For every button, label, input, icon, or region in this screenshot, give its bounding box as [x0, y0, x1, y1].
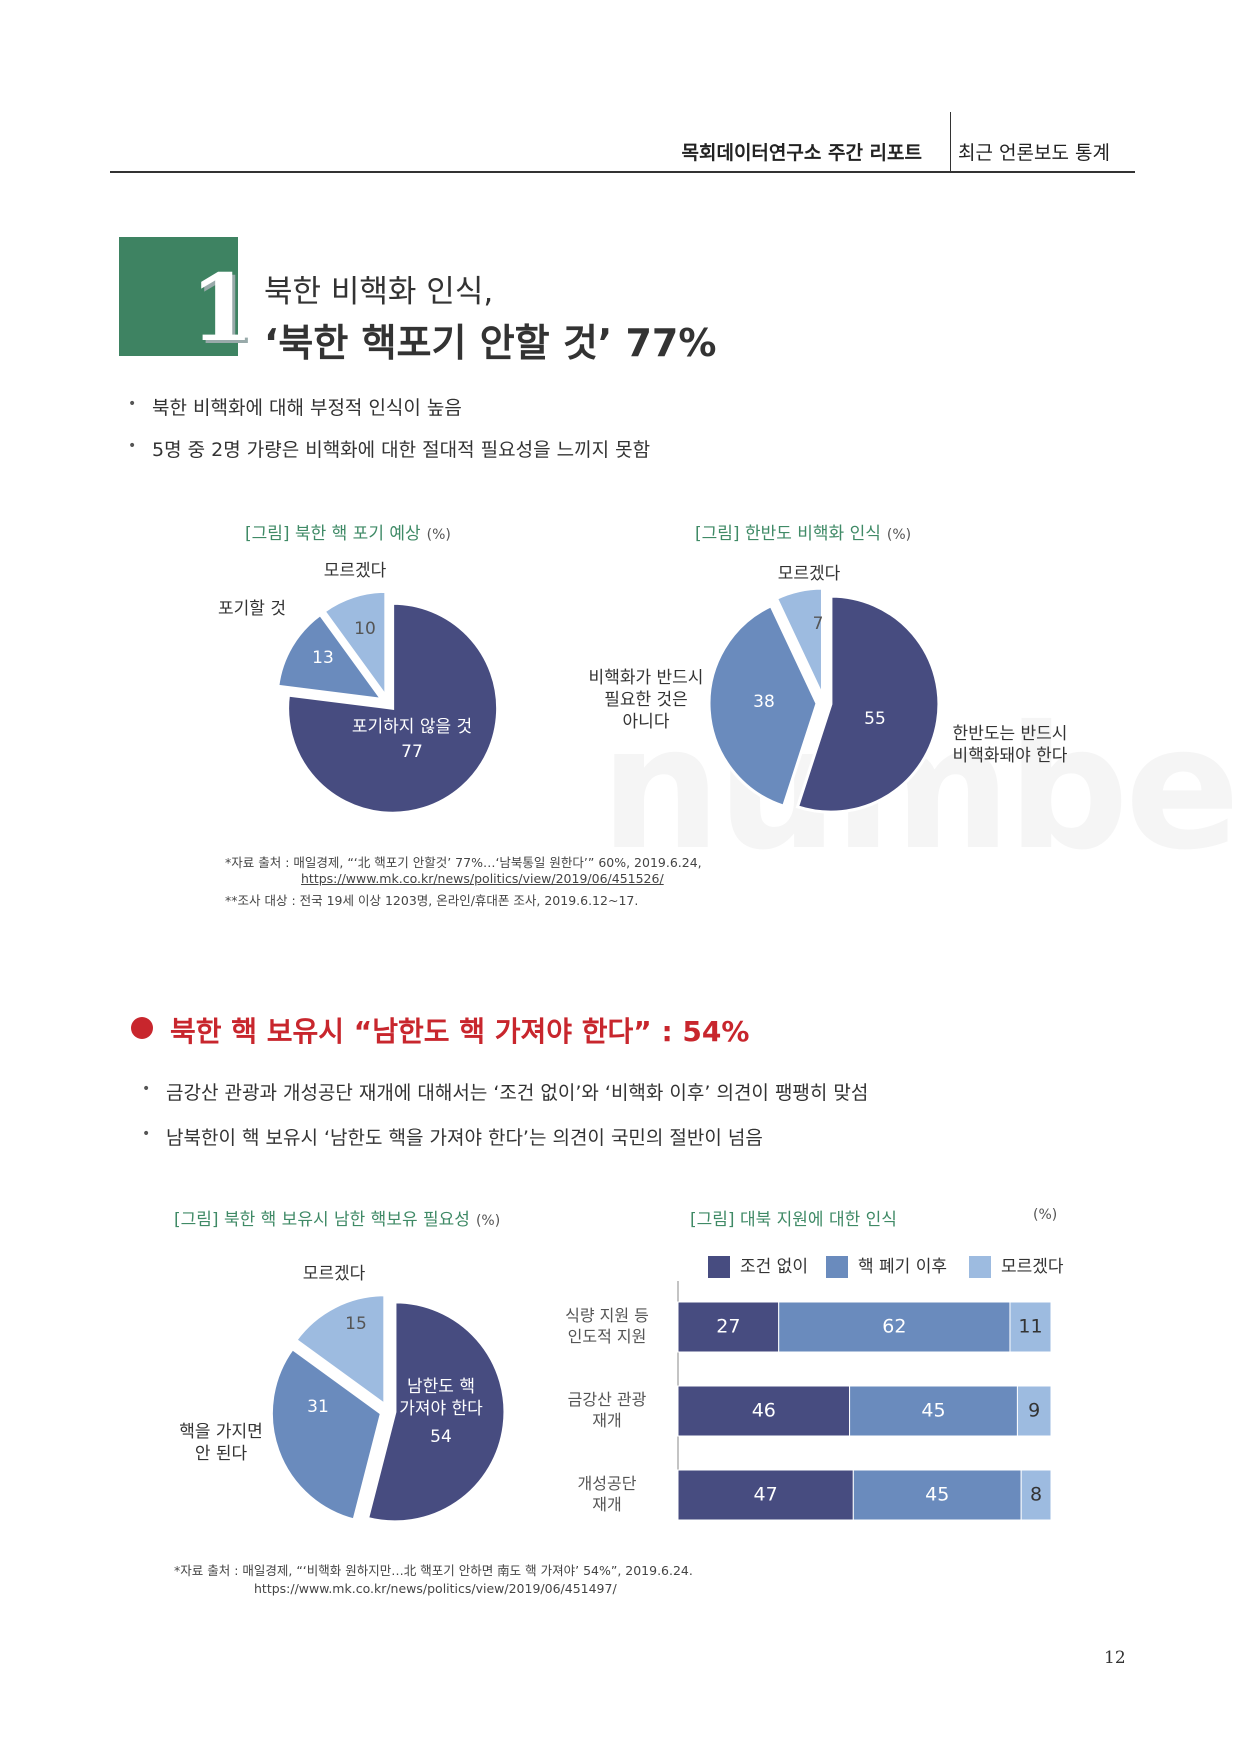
category-label: 식량 지원 등 인도적 지원	[565, 1306, 649, 1346]
section-number-box	[119, 237, 238, 356]
slice-label: 남한도 핵 가져야 한다	[399, 1376, 483, 1419]
bullet: 남북한이 핵 보유시 ‘남한도 핵을 가져야 한다’는 의견이 국민의 절반이 …	[142, 1123, 763, 1150]
pie-slice	[322, 589, 388, 701]
section-title-1: 북한 비핵화 인식,	[264, 274, 494, 310]
slice-label: 포기할 것	[218, 598, 286, 619]
unit-label: (%)	[886, 527, 912, 543]
category-label: 개성공단 재개	[577, 1474, 637, 1514]
chart-title: [그림] 북한 핵 포기 예상	[245, 524, 421, 544]
section-dot	[131, 1017, 153, 1039]
legend-label: 핵 폐기 이후	[858, 1256, 948, 1277]
bar-segment	[1009, 1301, 1052, 1353]
bar-segment	[849, 1385, 1018, 1437]
pie-slice	[293, 1293, 387, 1408]
slice-label: 모르겠다	[302, 1263, 366, 1284]
header-report: 목회데이터연구소 주간 리포트	[681, 142, 922, 164]
pie-slice	[795, 594, 941, 814]
slice-label: 모르겠다	[777, 563, 841, 584]
chart-title: [그림] 대북 지원에 대한 인식	[690, 1210, 897, 1230]
bar-segment	[778, 1301, 1011, 1353]
value-label: 38	[753, 691, 775, 712]
slice-label: 모르겠다	[323, 560, 387, 581]
source-url: https://www.mk.co.kr/news/politics/view/…	[254, 1581, 617, 1596]
value-label: 55	[864, 708, 886, 729]
legend-swatch	[969, 1256, 991, 1278]
value-label: 46	[751, 1399, 776, 1422]
value-label: 11	[1018, 1315, 1043, 1338]
value-label: 15	[345, 1313, 367, 1334]
value-label: 62	[882, 1315, 907, 1338]
header-section: 최근 언론보도 통계	[958, 142, 1110, 164]
unit-label: (%)	[475, 1213, 501, 1229]
value-label: 10	[354, 618, 376, 639]
section-title-2: ‘북한 핵포기 안할 것’ 77%	[264, 321, 717, 365]
legend-swatch	[826, 1256, 848, 1278]
pie-slice	[774, 586, 824, 697]
slice-label: 비핵화가 반드시 필요한 것은 아니다	[588, 667, 704, 733]
value-label: 45	[925, 1483, 950, 1506]
value-label: 13	[312, 647, 334, 668]
legend-label: 조건 없이	[740, 1256, 808, 1277]
bullet: 금강산 관광과 개성공단 재개에 대해서는 ‘조건 없이’와 ‘비핵화 이후’ …	[142, 1078, 868, 1105]
chart-caption: [그림] 한반도 비핵화 인식 (%)	[695, 519, 911, 544]
pie-slice	[286, 601, 500, 815]
value-label: 27	[716, 1315, 741, 1338]
header-divider	[950, 112, 951, 171]
slice-label: 포기하지 않을 것	[351, 716, 473, 737]
bar-segment	[1016, 1385, 1052, 1437]
source-line: *자료 출처 : 매일경제, “‘北 핵포기 안할것’ 77%…‘남북통일 원한…	[225, 855, 702, 870]
value-label: 47	[753, 1483, 778, 1506]
legend-swatch	[708, 1256, 730, 1278]
value-label: 31	[307, 1396, 329, 1417]
value-label: 9	[1028, 1399, 1041, 1422]
chart-caption: [그림] 대북 지원에 대한 인식	[690, 1205, 897, 1230]
pie-slice	[276, 612, 386, 702]
value-label: 54	[430, 1426, 452, 1447]
value-label: 8	[1030, 1483, 1043, 1506]
pie-slice	[707, 603, 819, 809]
bullet: 북한 비핵화에 대해 부정적 인식이 높음	[128, 393, 462, 420]
bullet: 5명 중 2명 가량은 비핵화에 대한 절대적 필요성을 느끼지 못함	[128, 435, 650, 462]
slice-label: 한반도는 반드시 비핵화돼야 한다	[952, 723, 1068, 766]
section-title: 북한 핵 보유시 “남한도 핵 가져야 한다” : 54%	[170, 1015, 750, 1048]
bar-segment	[677, 1385, 851, 1437]
unit-label: (%)	[426, 527, 451, 543]
source-url: https://www.mk.co.kr/news/politics/view/…	[301, 871, 664, 886]
bar-segment	[1020, 1469, 1052, 1521]
source-line: **조사 대상 : 전국 19세 이상 1203명, 온라인/휴대폰 조사, 2…	[225, 893, 639, 908]
value-label: 7	[812, 613, 824, 634]
legend-label: 모르겠다	[1001, 1256, 1064, 1277]
bar-segment	[852, 1469, 1022, 1521]
chart-title: [그림] 북한 핵 보유시 남한 핵보유 필요성	[174, 1210, 470, 1230]
chart-caption: [그림] 북한 핵 포기 예상 (%)	[245, 519, 451, 544]
chart-caption: [그림] 북한 핵 보유시 남한 핵보유 필요성 (%)	[174, 1205, 500, 1230]
source-line: *자료 출처 : 매일경제, “‘비핵화 원하지만…北 핵포기 안하면 南도 핵…	[174, 1563, 693, 1578]
chart-title: [그림] 한반도 비핵화 인식	[695, 524, 881, 544]
value-label: 45	[921, 1399, 946, 1422]
header-rule	[110, 171, 1135, 173]
page-number: 12	[1104, 1648, 1126, 1668]
category-label: 금강산 관광 재개	[567, 1390, 647, 1430]
section-number: 1	[190, 254, 255, 362]
bar-segment	[677, 1469, 854, 1521]
unit-label: (%)	[1033, 1207, 1058, 1223]
pie-slice	[365, 1300, 507, 1524]
slice-label: 핵을 가지면 안 된다	[179, 1421, 263, 1464]
pie-slice	[269, 1346, 384, 1522]
value-label: 77	[401, 741, 423, 762]
